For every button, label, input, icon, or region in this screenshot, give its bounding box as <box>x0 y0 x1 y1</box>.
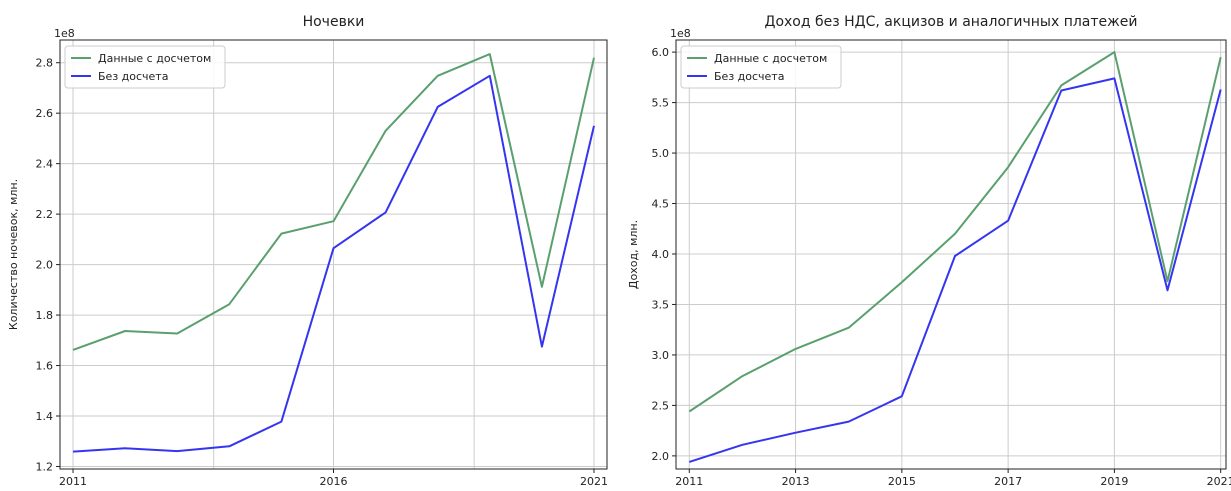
legend-box <box>680 45 842 89</box>
y-tick-label: 2.6 <box>36 107 54 120</box>
x-tick-label: 2021 <box>1207 475 1231 488</box>
plot-frame <box>675 39 1227 470</box>
series-line-with-correction <box>72 53 595 351</box>
y-tick-label: 3.5 <box>652 298 670 311</box>
y-tick-label: 4.5 <box>652 198 670 211</box>
chart-revenue: 2.0 2.5 3.0 3.5 4.0 4.5 5.0 5.5 6.0 2011 2013 2015 2… <box>627 14 1231 488</box>
series-line-without-correction <box>688 77 1222 463</box>
y-tick-label: 2.0 <box>36 259 54 272</box>
legend-label: Данные с досчетом <box>98 52 211 65</box>
x-tick-label: 2011 <box>675 475 703 488</box>
legend-label: Без досчета <box>98 70 168 83</box>
legend-box <box>64 45 226 89</box>
chart-title: Ночевки <box>303 14 365 30</box>
y-tick-label: 2.8 <box>36 57 54 70</box>
y-tick-label: 1.8 <box>36 309 54 322</box>
x-tick-label: 2013 <box>782 475 810 488</box>
legend-label: Без досчета <box>714 70 784 83</box>
x-tick-label: 2021 <box>580 475 608 488</box>
y-tick-label: 2.2 <box>36 208 54 221</box>
chart-overnight-stays: 1.2 1.4 1.6 1.8 2.0 2.2 2.4 2.6 2.8 2011 2016 2021 Н… <box>7 14 608 488</box>
y-tick-label: 1.2 <box>36 460 54 473</box>
y-tick-label: 4.0 <box>652 248 670 261</box>
series-line-without-correction <box>72 74 595 453</box>
series-line-with-correction <box>688 51 1222 413</box>
y-tick-label: 2.4 <box>36 158 54 171</box>
y-tick-label: 5.0 <box>652 147 670 160</box>
y-axis-title: Доход, млн. <box>627 220 640 289</box>
legend-label: Данные с досчетом <box>714 52 827 65</box>
y-offset-label: 1e8 <box>54 27 75 40</box>
x-tick-label: 2015 <box>888 475 916 488</box>
y-tick-label: 1.6 <box>36 360 54 373</box>
x-tick-label: 2019 <box>1100 475 1128 488</box>
y-offset-label: 1e8 <box>670 27 691 40</box>
y-tick-label: 2.5 <box>652 399 670 412</box>
y-tick-label: 3.0 <box>652 349 670 362</box>
y-tick-label: 1.4 <box>36 410 54 423</box>
y-tick-label: 5.5 <box>652 97 670 110</box>
y-axis-title: Количество ночевок, млн. <box>7 179 20 330</box>
x-tick-label: 2017 <box>994 475 1022 488</box>
chart-title: Доход без НДС, акцизов и аналогичных пла… <box>765 14 1138 30</box>
y-tick-label: 2.0 <box>652 450 670 463</box>
x-tick-label: 2016 <box>320 475 348 488</box>
x-tick-label: 2011 <box>59 475 87 488</box>
y-tick-label: 6.0 <box>652 46 670 59</box>
